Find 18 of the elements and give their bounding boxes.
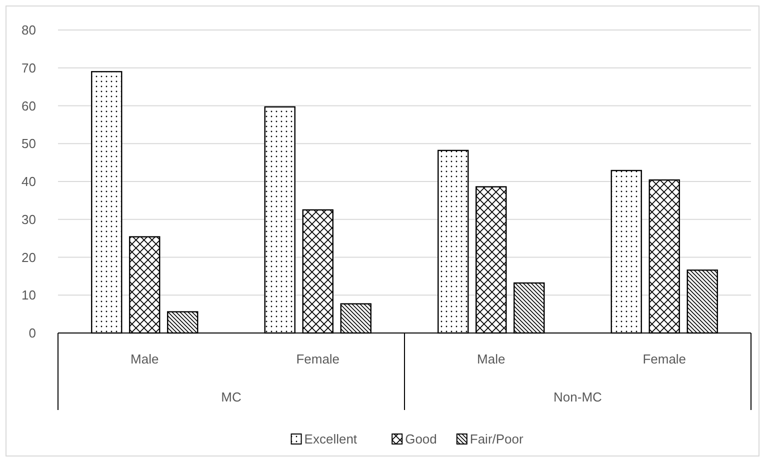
y-tick-label: 10 — [22, 288, 36, 303]
y-tick-label: 30 — [22, 212, 36, 227]
x-tick-label: Male — [130, 352, 159, 367]
x-tick-label: Female — [296, 352, 340, 367]
y-tick-label: 50 — [22, 136, 36, 152]
x-tick-label: Female — [642, 352, 686, 367]
y-tick-label: 80 — [22, 22, 36, 38]
legend-label: Fair/Poor — [470, 432, 524, 447]
text: MC — [221, 390, 242, 405]
y-tick-label: 60 — [22, 98, 36, 114]
y-tick-label: 0 — [28, 326, 36, 341]
x-tick-label: Male — [477, 352, 506, 367]
legend-label: Good — [405, 432, 437, 447]
y-tick-label: 70 — [22, 60, 36, 76]
legend-label: Excellent — [304, 432, 358, 447]
y-tick-label: 40 — [22, 174, 36, 190]
text: Non-MC — [554, 390, 602, 405]
y-tick-label: 20 — [22, 250, 36, 265]
